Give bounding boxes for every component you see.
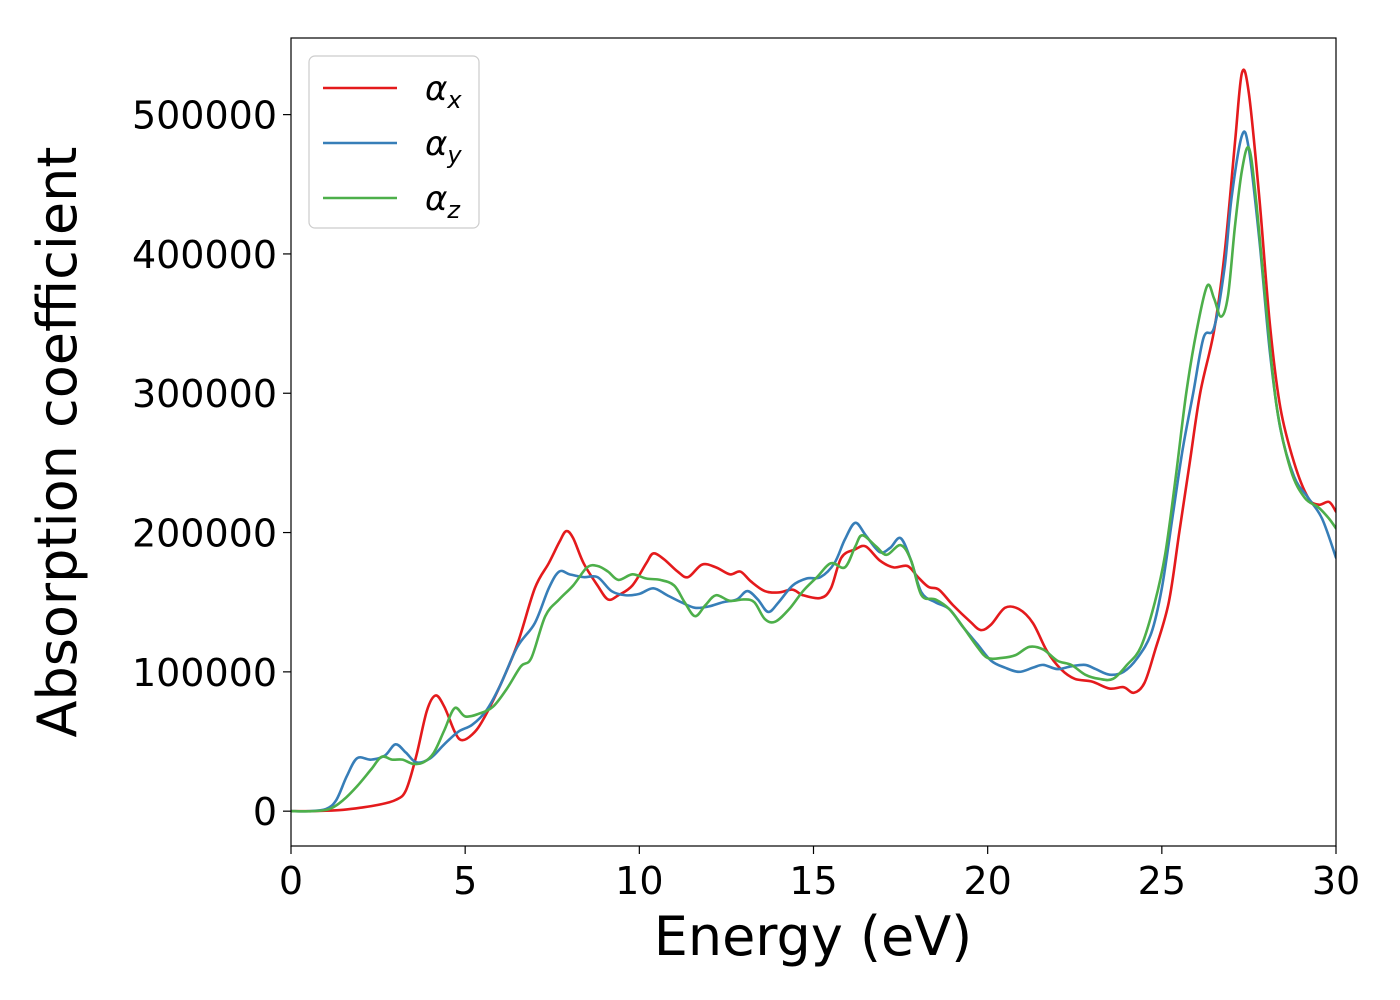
x-tick-label: 10 xyxy=(615,859,663,903)
x-tick-label: 20 xyxy=(963,859,1011,903)
series-line-z xyxy=(291,145,1336,813)
y-axis-title: Absorption coefficient xyxy=(26,147,89,738)
x-axis-ticks: 0 5 10 15 20 25 30 xyxy=(279,846,1360,903)
legend-label-z: αz xyxy=(425,179,461,224)
x-tick-label: 0 xyxy=(279,859,303,903)
legend-label-x: αx xyxy=(425,69,462,114)
y-tick-label: 500000 xyxy=(132,94,277,138)
legend: αx αy αz xyxy=(308,55,480,229)
y-tick-label: 200000 xyxy=(132,512,277,556)
series-line-x xyxy=(291,68,1336,813)
x-axis-title: Energy (eV) xyxy=(654,905,973,968)
x-tick-label: 15 xyxy=(789,859,837,903)
x-tick-label: 25 xyxy=(1138,859,1186,903)
y-axis-ticks: 0 100000 200000 300000 400000 500000 xyxy=(132,94,291,834)
y-tick-label: 100000 xyxy=(132,651,277,695)
y-tick-label: 0 xyxy=(253,790,277,834)
y-tick-label: 400000 xyxy=(132,233,277,277)
series-lines xyxy=(291,68,1336,813)
y-tick-label: 300000 xyxy=(132,372,277,416)
legend-label-y: αy xyxy=(425,124,462,169)
x-tick-label: 5 xyxy=(453,859,477,903)
series-line-y xyxy=(291,130,1336,813)
x-tick-label: 30 xyxy=(1312,859,1360,903)
